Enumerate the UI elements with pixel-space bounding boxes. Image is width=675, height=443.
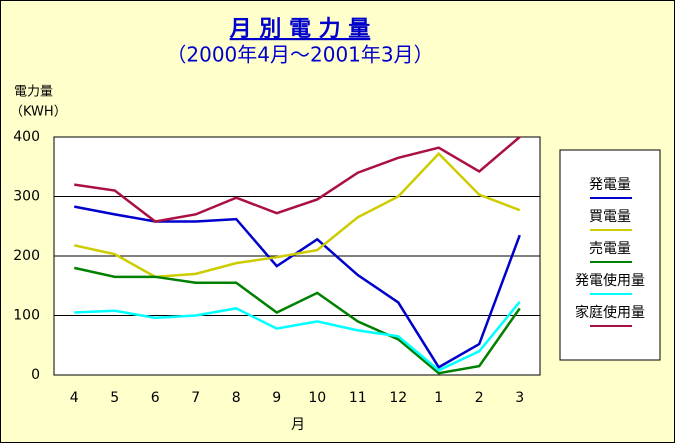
y-tick-label: 0	[31, 367, 40, 383]
series-line	[74, 301, 521, 372]
series-line	[73, 151, 521, 279]
x-tick-label: 3	[515, 390, 524, 406]
x-axis-label: 月	[291, 417, 305, 433]
legend-label: 発電使用量	[575, 272, 645, 289]
x-tick-label: 5	[110, 390, 119, 406]
x-tick-label: 4	[70, 390, 79, 406]
legend-label: 買電量	[589, 209, 631, 225]
y-axis-unit: （KWH）	[10, 105, 67, 120]
legend	[559, 149, 661, 361]
x-tick-label: 1	[434, 390, 443, 406]
chart-title: 月 別 電 力 量	[229, 17, 371, 42]
x-tick-label: 2	[475, 390, 484, 406]
legend-label: 売電量	[589, 241, 631, 257]
legend-label: 家庭使用量	[575, 304, 645, 321]
y-tick-label: 400	[13, 129, 40, 145]
x-tick-label: 7	[191, 390, 200, 406]
x-tick-label: 11	[349, 390, 367, 406]
y-tick-label: 300	[13, 189, 40, 205]
x-tick-label: 10	[308, 390, 326, 406]
x-tick-label: 9	[272, 390, 281, 406]
series-line	[73, 266, 521, 375]
x-tick-label: 8	[232, 390, 241, 406]
series-line	[74, 136, 521, 223]
y-tick-label: 100	[13, 308, 40, 324]
y-axis-label: 電力量	[14, 85, 53, 100]
y-tick-label: 200	[13, 248, 40, 264]
x-tick-label: 6	[151, 390, 160, 406]
legend-label: 発電量	[589, 177, 631, 193]
x-tick-label: 12	[389, 390, 407, 406]
chart-subtitle: （2000年4月～2001年3月）	[166, 43, 433, 67]
